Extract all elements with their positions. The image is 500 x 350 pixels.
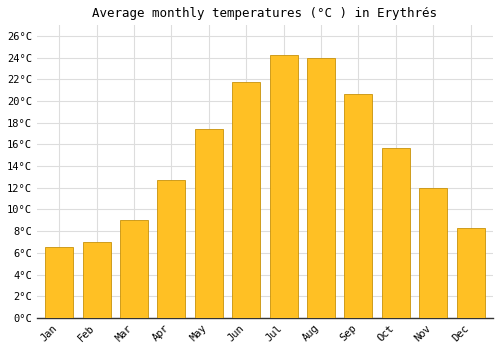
- Bar: [307, 58, 335, 318]
- Bar: [419, 188, 447, 318]
- Bar: [120, 220, 148, 318]
- Bar: [195, 129, 223, 318]
- Bar: [344, 93, 372, 318]
- Bar: [456, 228, 484, 318]
- Bar: [82, 242, 110, 318]
- Bar: [382, 148, 410, 318]
- Bar: [232, 82, 260, 318]
- Bar: [45, 247, 74, 318]
- Bar: [270, 55, 297, 318]
- Title: Average monthly temperatures (°C ) in Erythrés: Average monthly temperatures (°C ) in Er…: [92, 7, 438, 20]
- Bar: [158, 180, 186, 318]
